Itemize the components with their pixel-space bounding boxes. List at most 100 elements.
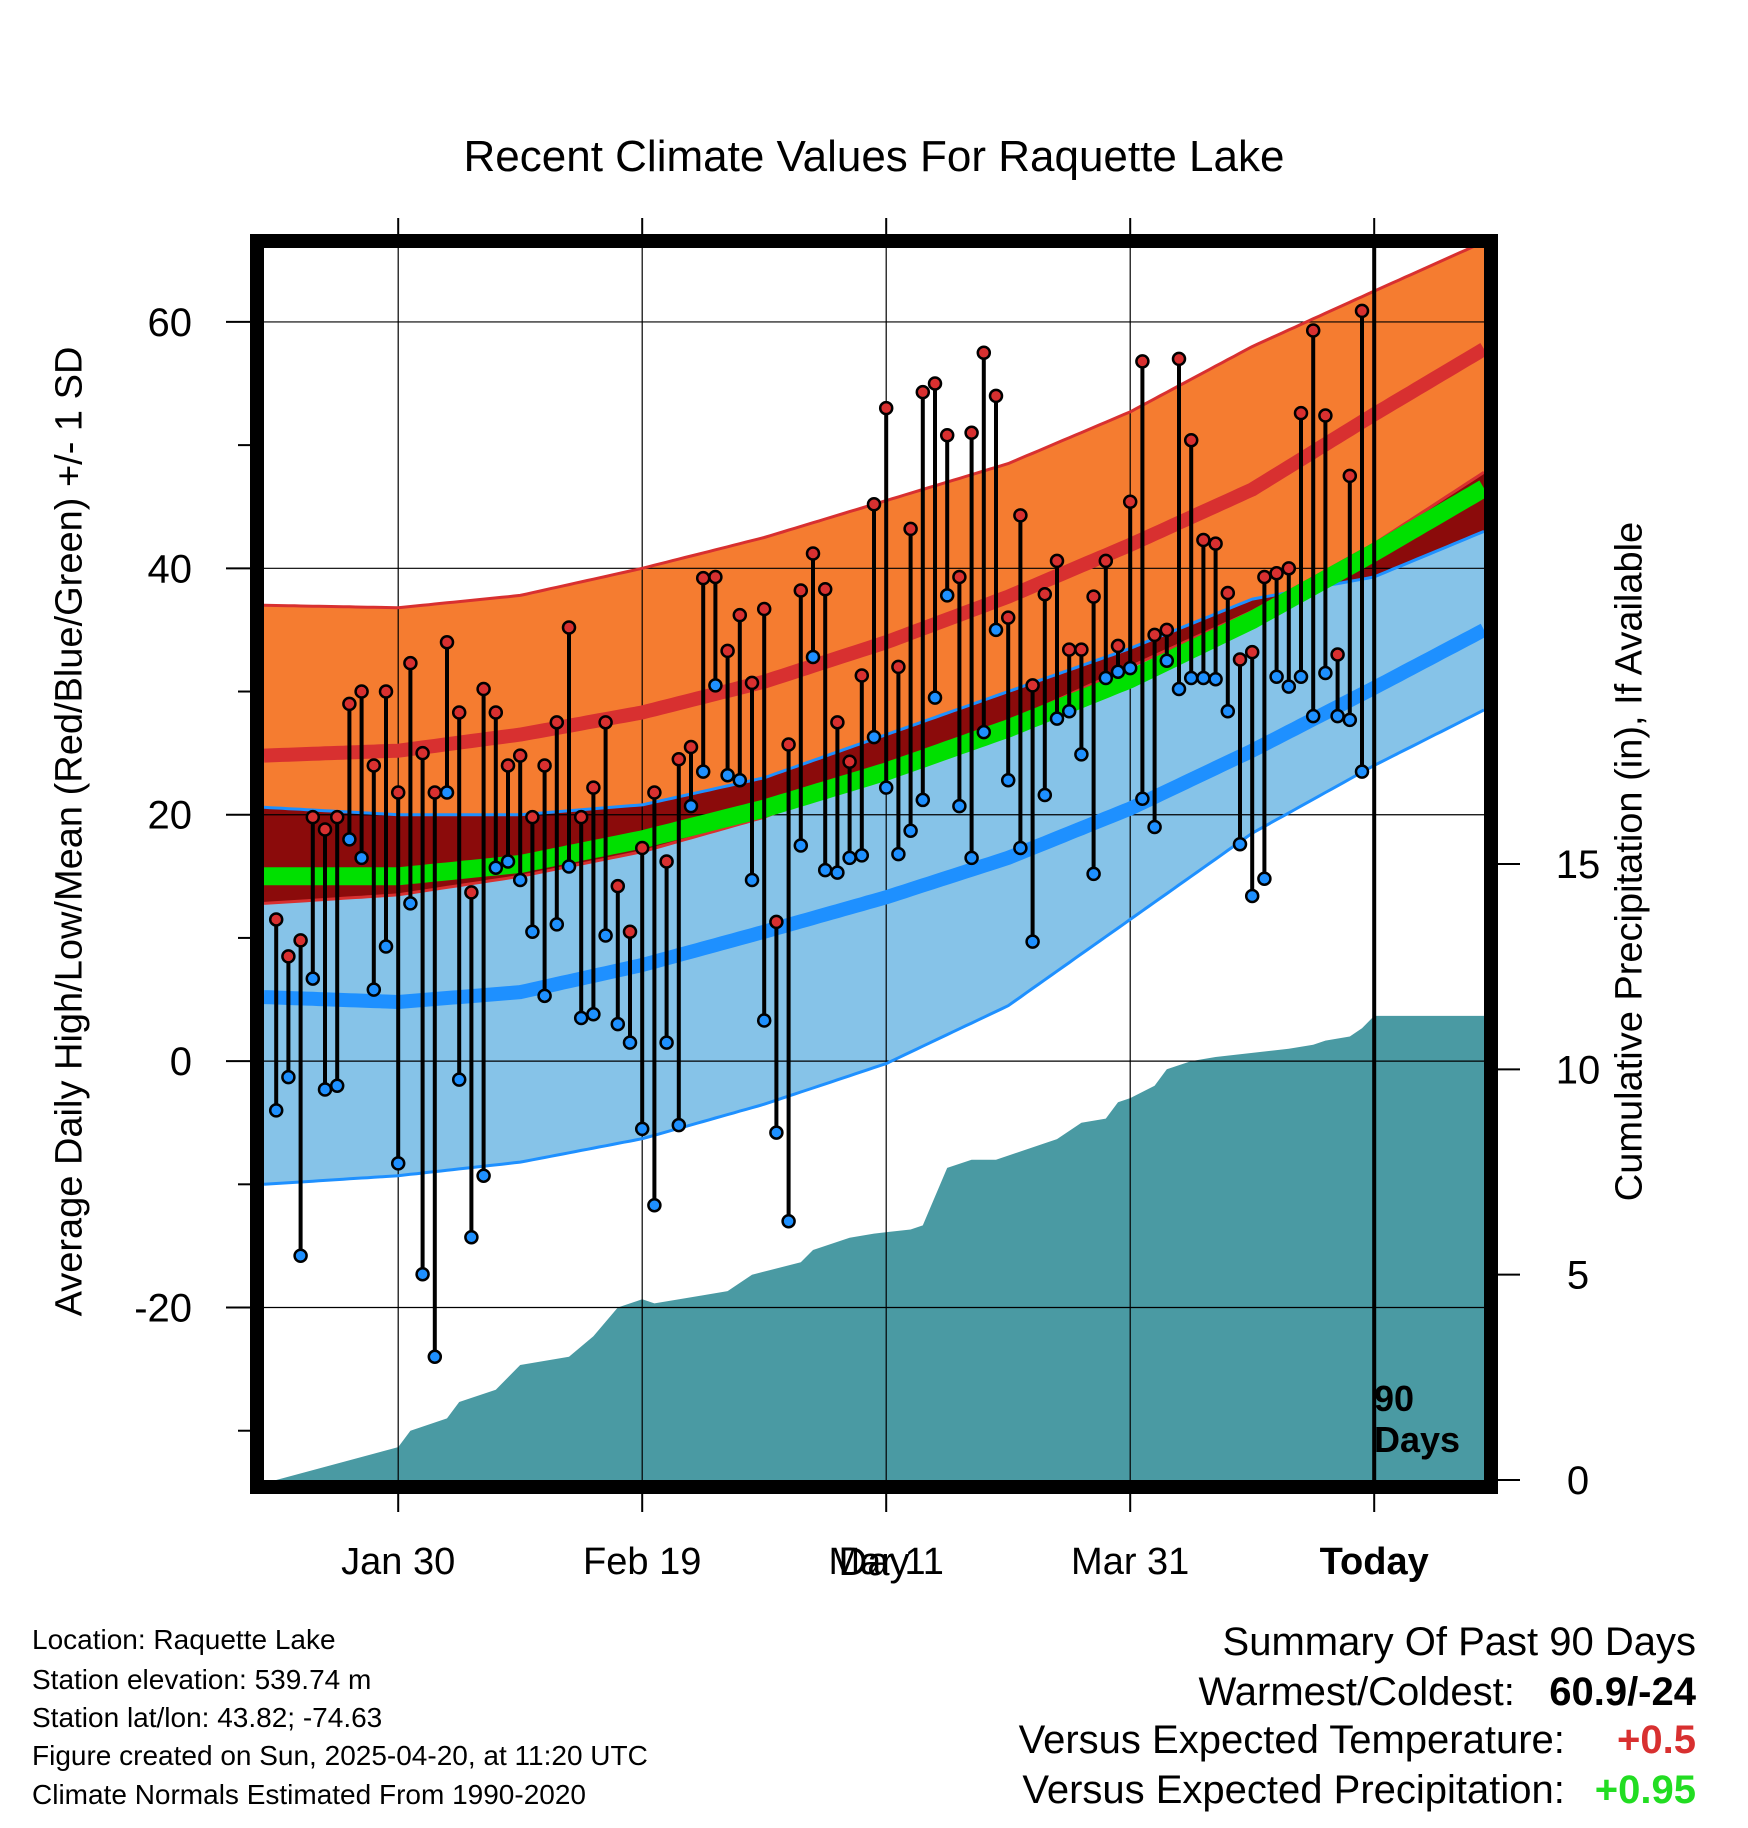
low-point (744, 872, 760, 888)
info-normals: Climate Normals Estimated From 1990-2020 (32, 1779, 586, 1810)
high-point (1135, 354, 1150, 369)
low-point (781, 1214, 796, 1229)
low-point (317, 1082, 333, 1097)
high-point (1037, 586, 1053, 602)
low-mean-line (264, 623, 1484, 1009)
low-point (586, 1007, 601, 1022)
low-point (708, 678, 723, 693)
low-point (354, 850, 369, 866)
low-point (854, 848, 870, 863)
low-point (1281, 679, 1297, 694)
high-point (1330, 647, 1345, 662)
low-point (1049, 711, 1065, 726)
y-axis-label-right: Cumulative Precipitation (in), If Availa… (1608, 521, 1651, 1202)
low-point (720, 768, 735, 783)
low-point (451, 1072, 467, 1087)
high-point (695, 570, 711, 586)
low-point (1037, 787, 1053, 803)
low-point (366, 982, 382, 997)
low-point (647, 1198, 662, 1213)
low-point (610, 1016, 626, 1032)
high-point (329, 809, 345, 825)
high-point (720, 643, 735, 659)
low-point (537, 988, 552, 1004)
low-point (1159, 653, 1175, 668)
summary-warmest-value: 60.9/-24 (1549, 1670, 1696, 1714)
high-point (1342, 468, 1358, 484)
summary-precip-value: +0.95 (1594, 1768, 1696, 1812)
low-point (1013, 840, 1028, 856)
high-point (1281, 561, 1297, 576)
high-point (268, 912, 284, 927)
high-point (830, 715, 845, 730)
low-point (476, 1168, 491, 1183)
low-point (1098, 670, 1114, 686)
low-point (866, 729, 882, 745)
low-point (293, 1248, 308, 1264)
high-point (964, 425, 979, 441)
high-point (525, 809, 540, 825)
x-tick-label: Today (1320, 1541, 1429, 1583)
daily-range-stems (274, 310, 1364, 1357)
low-point (1257, 871, 1272, 887)
high-point (451, 705, 467, 720)
low-point (964, 850, 979, 866)
low-point (878, 780, 894, 795)
high-point (500, 758, 516, 773)
high-point (793, 583, 809, 598)
high-point (415, 745, 430, 761)
high-point (403, 655, 418, 671)
high-point (1025, 678, 1040, 693)
low-point (525, 924, 540, 940)
high-point (683, 739, 699, 755)
high-point (939, 428, 955, 443)
low-point (659, 1035, 674, 1050)
low-point (732, 772, 748, 788)
low-point (769, 1125, 784, 1140)
high-point (488, 705, 504, 720)
low-point (488, 860, 504, 875)
low-point (403, 896, 418, 911)
summary-precip-row: Versus Expected Precipitation: +0.95 (1022, 1768, 1696, 1813)
y-right-tick-label: 15 (1556, 843, 1601, 887)
high-point (1049, 553, 1065, 569)
high-point (634, 840, 650, 856)
precip-area (276, 1015, 1484, 1480)
high-point (1183, 432, 1199, 448)
low-point (817, 862, 833, 878)
low-point (439, 785, 455, 800)
high-point (1122, 494, 1138, 510)
mean-line (264, 480, 1484, 886)
y-left-tick-label: 0 (170, 1040, 192, 1084)
high-point (390, 785, 406, 800)
low-point (1293, 669, 1309, 684)
high-point (622, 924, 638, 940)
info-elevation: Station elevation: 539.74 m (32, 1664, 372, 1695)
low-point (305, 971, 321, 986)
low-point (1110, 664, 1126, 680)
low-point (1000, 772, 1016, 788)
high-point (1110, 638, 1126, 654)
low-point (1171, 681, 1187, 697)
low-point (1232, 837, 1248, 852)
low-point (695, 764, 711, 779)
low-point (549, 917, 565, 932)
high-point (1013, 508, 1028, 523)
low-point (952, 798, 967, 814)
high-point (281, 949, 296, 964)
low-point (1147, 819, 1162, 835)
low-point (1330, 708, 1345, 724)
low-point (378, 939, 394, 954)
low-point (988, 622, 1004, 638)
low-point (1196, 670, 1211, 686)
low-point (1208, 671, 1223, 687)
low-point (1086, 866, 1101, 882)
low-point (561, 859, 577, 874)
high-point (476, 681, 491, 697)
low-point (329, 1078, 345, 1094)
low-point (1244, 888, 1260, 904)
low-point (915, 792, 931, 808)
chart-title: Recent Climate Values For Raquette Lake (463, 132, 1285, 181)
high-point (915, 384, 931, 400)
high-point (854, 668, 870, 683)
